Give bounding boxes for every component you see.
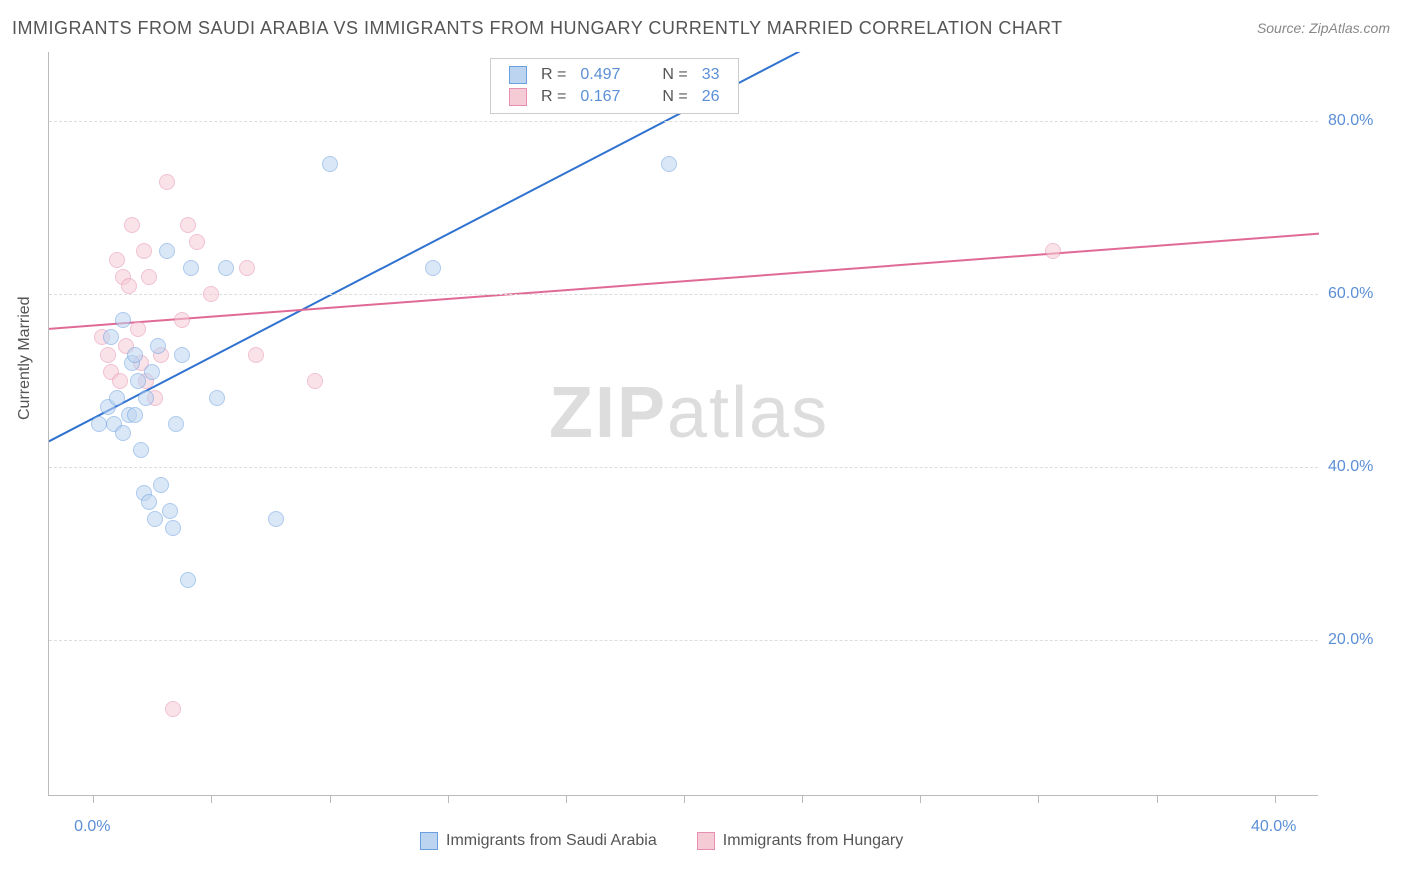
- data-point-saudi: [141, 494, 157, 510]
- data-point-hungary: [203, 286, 219, 302]
- data-point-saudi: [127, 347, 143, 363]
- data-point-saudi: [165, 520, 181, 536]
- data-point-saudi: [130, 373, 146, 389]
- data-point-saudi: [127, 407, 143, 423]
- data-point-saudi: [103, 329, 119, 345]
- data-point-saudi: [150, 338, 166, 354]
- x-tick: [448, 795, 449, 803]
- data-point-saudi: [153, 477, 169, 493]
- gridline: [49, 467, 1318, 468]
- data-point-hungary: [109, 252, 125, 268]
- legend-swatch-saudi: [420, 832, 438, 850]
- data-point-saudi: [218, 260, 234, 276]
- data-point-saudi: [661, 156, 677, 172]
- y-tick-label: 60.0%: [1328, 285, 1373, 303]
- watermark: ZIPatlas: [549, 372, 829, 454]
- x-tick: [684, 795, 685, 803]
- data-point-saudi: [180, 572, 196, 588]
- watermark-atlas: atlas: [667, 373, 829, 453]
- data-point-saudi: [91, 416, 107, 432]
- gridline: [49, 640, 1318, 641]
- x-tick-label: 0.0%: [74, 818, 110, 836]
- data-point-hungary: [239, 260, 255, 276]
- data-point-hungary: [130, 321, 146, 337]
- data-point-saudi: [183, 260, 199, 276]
- legend-swatch-saudi: [509, 66, 527, 84]
- data-point-hungary: [174, 312, 190, 328]
- data-point-saudi: [209, 390, 225, 406]
- series-legend-label-hungary: Immigrants from Hungary: [723, 832, 904, 850]
- x-tick: [802, 795, 803, 803]
- data-point-saudi: [133, 442, 149, 458]
- data-point-hungary: [189, 234, 205, 250]
- data-point-saudi: [147, 511, 163, 527]
- x-tick: [920, 795, 921, 803]
- legend-swatch-hungary: [697, 832, 715, 850]
- gridline: [49, 121, 1318, 122]
- correlation-legend: R =0.497 N =33 R =0.167 N =26: [490, 58, 739, 114]
- x-tick: [93, 795, 94, 803]
- legend-swatch-hungary: [509, 88, 527, 106]
- watermark-zip: ZIP: [549, 373, 667, 453]
- series-legend: Immigrants from Saudi Arabia Immigrants f…: [420, 832, 903, 850]
- x-tick: [1038, 795, 1039, 803]
- x-tick: [1157, 795, 1158, 803]
- data-point-hungary: [307, 373, 323, 389]
- legend-N-value-hungary: 26: [696, 87, 726, 107]
- legend-R-label: R =: [535, 87, 572, 107]
- data-point-hungary: [121, 278, 137, 294]
- data-point-saudi: [159, 243, 175, 259]
- data-point-hungary: [180, 217, 196, 233]
- data-point-hungary: [248, 347, 264, 363]
- data-point-saudi: [168, 416, 184, 432]
- series-legend-item-hungary: Immigrants from Hungary: [697, 832, 904, 850]
- source-attribution: Source: ZipAtlas.com: [1257, 20, 1390, 36]
- data-point-saudi: [268, 511, 284, 527]
- data-point-saudi: [425, 260, 441, 276]
- data-point-saudi: [144, 364, 160, 380]
- data-point-saudi: [115, 425, 131, 441]
- legend-N-value-saudi: 33: [696, 65, 726, 85]
- x-tick: [211, 795, 212, 803]
- data-point-hungary: [136, 243, 152, 259]
- chart-container: { "title": "IMMIGRANTS FROM SAUDI ARABIA…: [0, 0, 1406, 892]
- legend-N-label: N =: [656, 87, 693, 107]
- data-point-hungary: [165, 701, 181, 717]
- data-point-hungary: [141, 269, 157, 285]
- legend-N-label: N =: [656, 65, 693, 85]
- legend-R-label: R =: [535, 65, 572, 85]
- chart-title: IMMIGRANTS FROM SAUDI ARABIA VS IMMIGRAN…: [12, 18, 1063, 39]
- legend-row-hungary: R =0.167 N =26: [503, 87, 726, 107]
- y-tick-label: 80.0%: [1328, 112, 1373, 130]
- data-point-hungary: [100, 347, 116, 363]
- data-point-hungary: [112, 373, 128, 389]
- x-tick: [330, 795, 331, 803]
- data-point-saudi: [115, 312, 131, 328]
- regression-lines: [49, 52, 1319, 796]
- data-point-saudi: [322, 156, 338, 172]
- data-point-saudi: [162, 503, 178, 519]
- x-tick: [566, 795, 567, 803]
- gridline: [49, 294, 1318, 295]
- data-point-saudi: [138, 390, 154, 406]
- x-tick: [1275, 795, 1276, 803]
- data-point-hungary: [1045, 243, 1061, 259]
- y-tick-label: 40.0%: [1328, 458, 1373, 476]
- data-point-hungary: [159, 174, 175, 190]
- data-point-saudi: [109, 390, 125, 406]
- y-tick-label: 20.0%: [1328, 631, 1373, 649]
- y-axis-label: Currently Married: [16, 296, 34, 420]
- legend-R-value-saudi: 0.497: [574, 65, 626, 85]
- legend-row-saudi: R =0.497 N =33: [503, 65, 726, 85]
- series-legend-label-saudi: Immigrants from Saudi Arabia: [446, 832, 657, 850]
- regression-line-hungary: [49, 234, 1319, 329]
- x-tick-label: 40.0%: [1251, 818, 1296, 836]
- plot-area: ZIPatlas: [48, 52, 1318, 796]
- data-point-hungary: [124, 217, 140, 233]
- legend-R-value-hungary: 0.167: [574, 87, 626, 107]
- series-legend-item-saudi: Immigrants from Saudi Arabia: [420, 832, 657, 850]
- data-point-saudi: [174, 347, 190, 363]
